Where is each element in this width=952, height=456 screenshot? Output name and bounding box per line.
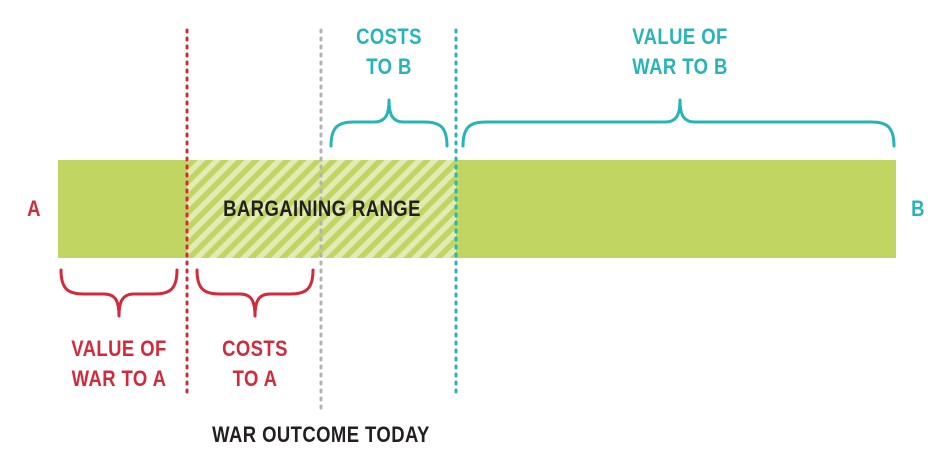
- side-a-label: A: [27, 196, 41, 221]
- costs-to-b-line-1: COSTS: [356, 24, 422, 49]
- value-of-war-to-a-segment: [58, 160, 187, 258]
- value-of-war-to-b-brace: [461, 98, 896, 148]
- costs-to-a-line-1: COSTS: [222, 336, 288, 361]
- side-b-label: B: [911, 196, 925, 221]
- value-of-war-to-a-line-2: WAR TO A: [71, 366, 167, 391]
- value-of-war-to-b-segment: [456, 160, 896, 258]
- costs-to-b-label: COSTS TO B: [339, 22, 440, 82]
- value-of-war-to-a-label: VALUE OF WAR TO A: [60, 334, 178, 394]
- value-of-war-to-a-line-1: VALUE OF: [71, 336, 167, 361]
- costs-to-b-brace: [329, 98, 449, 148]
- bargaining-range-label: BARGAINING RANGE: [223, 196, 421, 221]
- value-of-war-to-b-line-2: WAR TO B: [632, 54, 728, 79]
- value-of-war-to-b-line-1: VALUE OF: [632, 24, 728, 49]
- costs-to-a-brace: [195, 268, 315, 318]
- costs-to-a-label: COSTS TO A: [205, 334, 306, 394]
- costs-to-b-line-2: TO B: [366, 54, 412, 79]
- war-outcome-today-label: WAR OUTCOME TODAY: [212, 422, 430, 447]
- value-of-war-to-b-label: VALUE OF WAR TO B: [621, 22, 739, 82]
- costs-to-a-line-2: TO A: [232, 366, 278, 391]
- value-of-war-to-a-brace: [59, 268, 179, 318]
